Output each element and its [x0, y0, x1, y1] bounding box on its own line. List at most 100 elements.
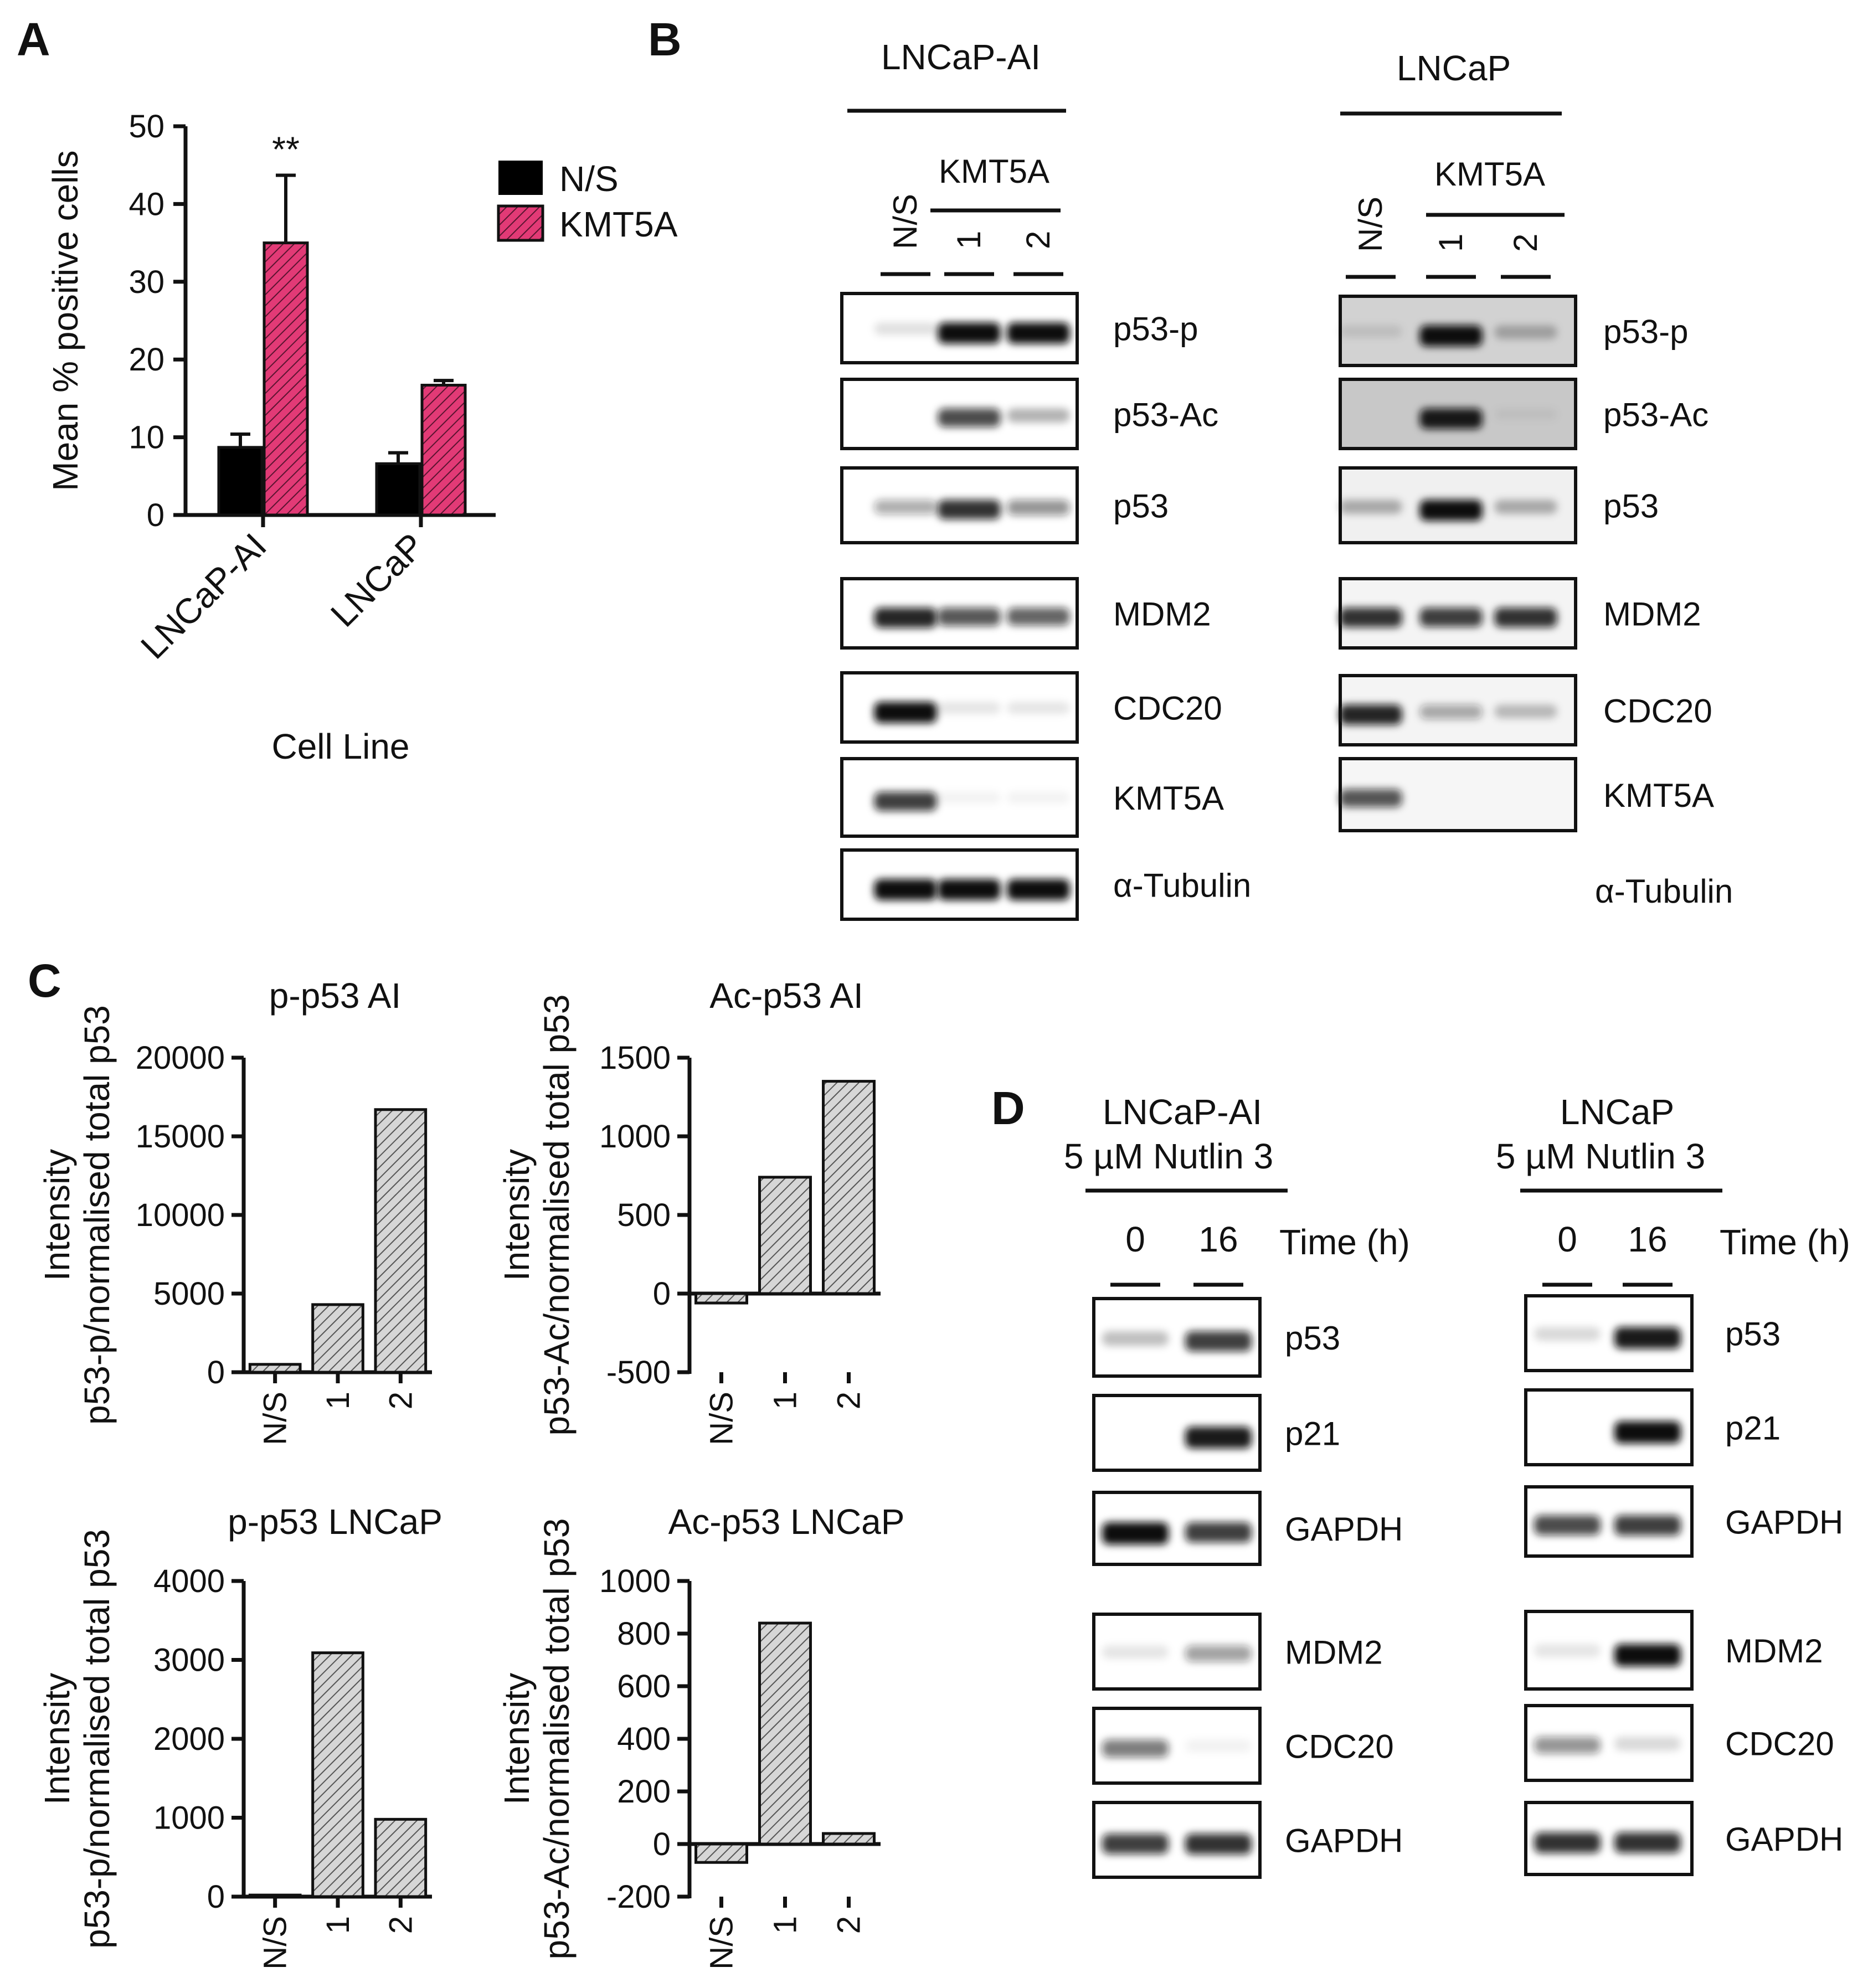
chart-c-x-tick-label: 1 [768, 1916, 804, 1934]
blot-d-row-label: GAPDH [1285, 1511, 1403, 1548]
blot-b-lane-label: 1 [950, 231, 987, 249]
blot-d-row-label: CDC20 [1285, 1728, 1394, 1765]
blot-d-row-label: GAPDH [1725, 1821, 1843, 1858]
blot-d-row-label: MDM2 [1725, 1632, 1823, 1670]
chart-a-x-tick-label: LNCaP [323, 526, 432, 635]
chart-c-y-label: p53-Ac/normalised total p53 [537, 995, 577, 1436]
blot-band [1185, 1739, 1252, 1753]
blot-d-row-label: p21 [1725, 1410, 1781, 1447]
chart-a-y-tick-label: 20 [128, 342, 164, 378]
blot-band [1102, 1522, 1169, 1544]
blot-band [1339, 325, 1402, 338]
chart-a-y-tick-label: 10 [128, 420, 164, 456]
blot-b-right-label: MDM2 [1603, 596, 1701, 633]
chart-c-x-tick-label: N/S [258, 1916, 294, 1970]
chart-c-bar [311, 1303, 364, 1374]
blot-band [1534, 1327, 1601, 1341]
blot-band [1494, 408, 1557, 420]
legend-label-ns: N/S [559, 159, 619, 199]
blot-band [1614, 1737, 1681, 1751]
blot-d-row-label: p53 [1725, 1316, 1781, 1353]
chart-a-x-label: Cell Line [271, 727, 409, 766]
chart-c-y-tick-label: 400 [617, 1721, 671, 1757]
panel-letter-b: B [648, 13, 682, 65]
chart-c-x-tick-label: 2 [383, 1916, 419, 1934]
blot-band [874, 702, 937, 723]
blot-b-lane-label: 2 [1507, 234, 1544, 252]
chart-c-y-tick-label: 1000 [153, 1800, 225, 1836]
blot-band [1185, 1645, 1252, 1662]
blot-d-time-label: 16 [1198, 1219, 1238, 1259]
chart-c-x-tick-label: 1 [320, 1916, 356, 1934]
chart-a-bar-kmt5a [420, 384, 467, 517]
blot-d-time-label: 0 [1557, 1219, 1577, 1259]
blot-b-left-label: p53-p [1113, 311, 1198, 348]
legend-swatch-ns [498, 161, 543, 195]
chart-c-y-tick-label: 0 [653, 1276, 671, 1312]
chart-c-title: Ac-p53 LNCaP [668, 1502, 905, 1542]
chart-c-x-tick-label: N/S [704, 1916, 740, 1970]
blot-band [1534, 1515, 1601, 1535]
chart-c-y-label: Intensity [37, 1673, 77, 1805]
blot-band [874, 322, 937, 335]
chart-c-bar [374, 1108, 428, 1374]
chart-a-bar-ns [217, 446, 264, 517]
blot-band [1007, 322, 1070, 344]
blot-band [1339, 499, 1402, 514]
chart-c-y-label: p53-p/normalised total p53 [77, 1529, 117, 1949]
chart-c-y-tick-label: -500 [606, 1354, 671, 1390]
chart-c-y-tick-label: 0 [207, 1879, 225, 1915]
chart-c-bar [822, 1832, 876, 1846]
blot-band [1494, 704, 1557, 718]
blot-b-lane-label: N/S [1352, 197, 1389, 252]
blot-b-right-label: KMT5A [1603, 777, 1714, 814]
chart-c-y-tick-label: 200 [617, 1774, 671, 1810]
chart-c-y-tick-label: 0 [653, 1826, 671, 1862]
blot-band [1339, 789, 1402, 807]
blot-band [938, 792, 1001, 804]
chart-c-x-tick-label: N/S [258, 1392, 294, 1445]
chart-c-bar [248, 1363, 302, 1374]
chart-c-bar [758, 1176, 812, 1295]
blot-b-lane-label: 1 [1432, 234, 1469, 252]
blot-band [938, 408, 1001, 427]
chart-c-x-tick-label: 2 [831, 1392, 867, 1409]
chart-c-y-label: p53-p/normalised total p53 [77, 1005, 117, 1425]
chart-c-bar [694, 1842, 748, 1864]
chart-c-y-tick-label: 500 [617, 1197, 671, 1233]
blot-band [938, 607, 1001, 626]
chart-a-x-tick-label: LNCaP-AI [133, 526, 274, 667]
blot-b-right-kmt5a-header: KMT5A [1434, 156, 1545, 193]
blot-d-right-title1: LNCaP [1560, 1092, 1674, 1132]
blot-b-left-label: p53-Ac [1113, 396, 1218, 434]
blot-b-right-label: p53-p [1603, 313, 1688, 351]
blot-d-time-label: 16 [1628, 1219, 1667, 1259]
blot-band [1614, 1421, 1681, 1444]
blot-band [1419, 499, 1483, 521]
chart-a-y-tick-label: 40 [128, 186, 164, 222]
chart-c-y-label: Intensity [497, 1149, 537, 1281]
blot-d-right-title2: 5 µM Nutlin 3 [1496, 1136, 1705, 1176]
chart-c4: Ac-p53 LNCaP -200 0 200 400 600 800 1000 N/S 1 2 In… [497, 1502, 904, 1970]
blot-d-left-title2: 5 µM Nutlin 3 [1064, 1136, 1273, 1176]
chart-c-y-tick-label: 0 [207, 1354, 225, 1390]
chart-c-y-label: Intensity [37, 1149, 77, 1281]
chart-a-bar-ns [375, 462, 421, 517]
blot-band [1534, 1737, 1601, 1754]
chart-c-x-tick-label: 1 [320, 1392, 356, 1409]
chart-a-legend: N/S KMT5A [497, 159, 678, 244]
chart-c-bar [822, 1080, 876, 1295]
chart-c-y-label: p53-Ac/normalised total p53 [537, 1518, 577, 1960]
blot-band [874, 499, 937, 514]
chart-c-y-tick-label: 600 [617, 1668, 671, 1704]
chart-c2: Ac-p53 AI -500 0 500 1000 1500 N/S 1 2 Intensity p… [497, 976, 881, 1445]
legend-swatch-kmt5a [497, 204, 544, 242]
blot-band [1614, 1644, 1681, 1666]
chart-c-y-tick-label: 800 [617, 1616, 671, 1652]
blot-band [1534, 1832, 1601, 1853]
blot-band [874, 607, 937, 628]
chart-c-y-tick-label: -200 [606, 1879, 671, 1915]
blot-band [1419, 704, 1483, 719]
blot-band [1419, 325, 1483, 347]
